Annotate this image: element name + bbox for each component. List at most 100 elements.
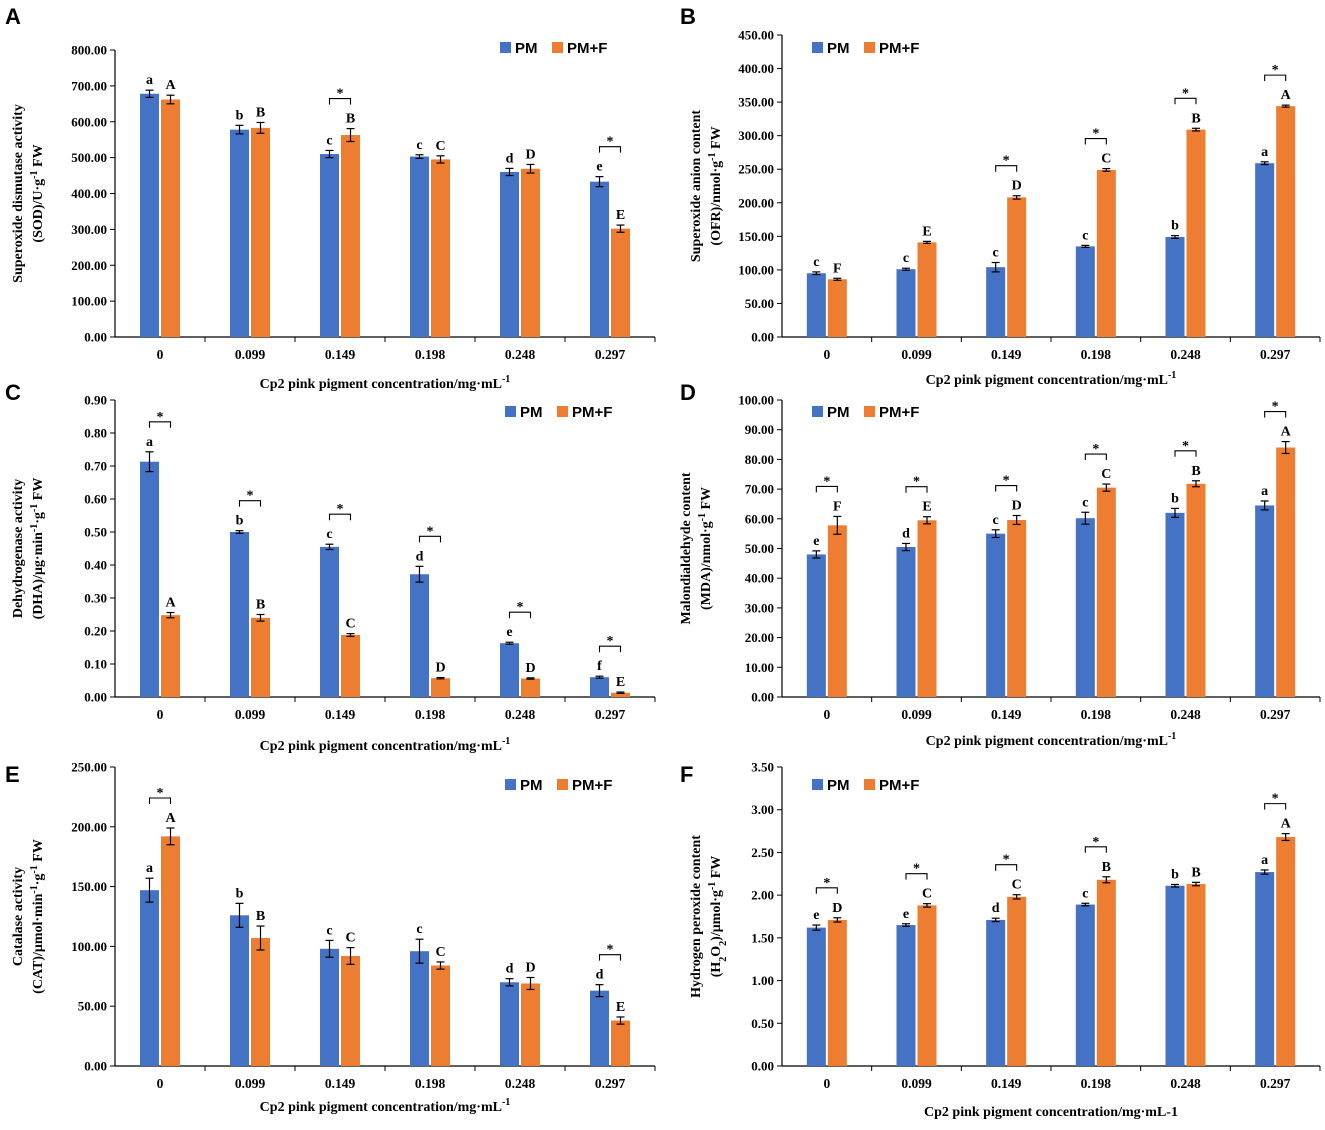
bar-pmf [1007,896,1027,1066]
y-tick-label: 1.50 [751,930,774,945]
significance-bracket [995,864,1018,871]
bar-pmf [341,955,360,1066]
significance-letter: d [902,526,910,541]
panel-d: D 0.00 10.00 20.00 30.00 40.00 50.00 60.00 70.00… [679,380,1321,749]
legend-swatch-pmf [864,406,875,417]
significance-letter: e [813,908,819,923]
x-tick-label: 0.198 [1081,347,1112,362]
x-tick-label: 0.297 [595,1076,626,1091]
panel-a: A 0.00 100.00 200.00 300.00 400.00 500.00 600.0… [5,4,656,392]
bar-pmf [521,168,540,337]
significance-letter: C [435,945,445,960]
legend-label-pmf: PM+F [879,40,919,57]
significance-letter: D [1012,179,1022,194]
x-tick-label: 0.248 [505,1076,536,1091]
bar-pm [320,948,339,1066]
x-axis-title: Cp2 pink pigment concentration/mg·mL-1 [260,374,511,392]
x-tick-label: 0.149 [325,1076,356,1091]
y-axis-title: Hydrogen peroxide content (H2O2)/μmol·g-1… [689,835,729,998]
significance-letter: A [165,78,176,93]
bar-pm [1255,505,1275,697]
bar-pmf [431,965,450,1066]
legend: PM PM+F [505,777,612,794]
y-tick-label: 3.50 [751,760,774,775]
y-tick-label: 0.00 [84,330,107,345]
bar-pmf [1007,519,1027,697]
bar-pm [590,677,609,697]
legend-swatch-pmf [864,42,875,53]
significance-star: * [823,474,830,489]
y-axis-title: Malondialdehyde content (MDA)/nmol·g-1 FW [679,472,714,624]
significance-bracket [328,513,352,521]
y-tick-label: 90.00 [745,422,774,437]
legend-swatch-pm [505,779,516,790]
y-tick-label: 300.00 [71,222,107,237]
bar-pm [140,93,159,337]
significance-letter: E [616,1000,625,1015]
significance-star: * [1272,400,1279,415]
y-tick-label: 200.00 [71,258,107,273]
significance-letter: A [165,811,176,826]
x-axis-title: Cp2 pink pigment concentration/mg·mL-1 [926,731,1177,749]
significance-letter: c [993,246,999,261]
significance-star: * [1092,442,1099,457]
significance-bracket [598,146,622,153]
significance-bracket [1264,411,1287,418]
y-tick-label: 300.00 [738,128,774,143]
bar-pmf [161,99,180,337]
significance-star: * [607,943,614,958]
y-tick-label: 150.00 [71,879,107,894]
significance-bracket [1174,97,1197,105]
significance-letter: c [903,251,909,266]
y-tick-label: 250.00 [71,760,107,775]
panel-letter: F [680,762,693,787]
significance-letter: C [345,617,355,632]
x-tick-label: 0.198 [1081,1076,1112,1091]
bar-pm [140,461,159,697]
bar-pm [1165,885,1185,1066]
y-tick-label: 0.10 [84,657,107,672]
bar-pm [590,181,609,337]
bar-pm [500,643,519,697]
significance-bracket [328,98,352,105]
legend-label-pm: PM [520,777,543,794]
y-tick-label: 0.90 [84,393,107,408]
bar-pmf [611,692,630,697]
significance-letter: B [1102,860,1111,875]
significance-star: * [337,87,344,102]
y-axis-title: Catalase activity (CAT)/μmol·min-1·g-1 FW [11,839,46,994]
significance-letter: F [833,261,842,276]
significance-bracket [905,486,928,493]
y-tick-label: 40.00 [745,571,774,586]
bar-pmf [1276,447,1296,697]
significance-letter: c [1082,495,1088,510]
bar-pm [896,925,916,1066]
significance-letter: b [236,886,244,901]
y-axis-title: Superoxide dismutase activity (SOD)/U·g-1… [11,104,46,283]
x-tick-label: 0.198 [415,1076,446,1091]
panel-letter: C [5,380,21,405]
y-tick-label: 800.00 [71,43,107,58]
bar-pmf [827,919,847,1066]
legend: PM PM+F [812,40,919,57]
y-tick-label: 0.00 [751,690,774,705]
y-tick-label: 50.00 [745,296,774,311]
y-tick-label: 100.00 [71,939,107,954]
x-tick-label: 0.297 [595,347,626,362]
significance-letter: D [525,960,535,975]
x-tick-label: 0.198 [415,707,446,722]
bar-pmf [827,525,847,697]
y-tick-label: 0.50 [84,525,107,540]
significance-letter: D [832,901,842,916]
significance-letter: C [1012,878,1022,893]
x-tick-label: 0.149 [325,707,356,722]
legend-swatch-pm [505,406,516,417]
x-axis-title: Cp2 pink pigment concentration/mg·mL-1 [260,736,511,754]
bar-pm [1075,904,1095,1066]
bar-pm [410,951,429,1066]
bar-pm [230,915,249,1066]
x-tick-label: 0 [823,707,830,722]
bar-pmf [1276,106,1296,337]
significance-letter: a [1261,145,1268,160]
